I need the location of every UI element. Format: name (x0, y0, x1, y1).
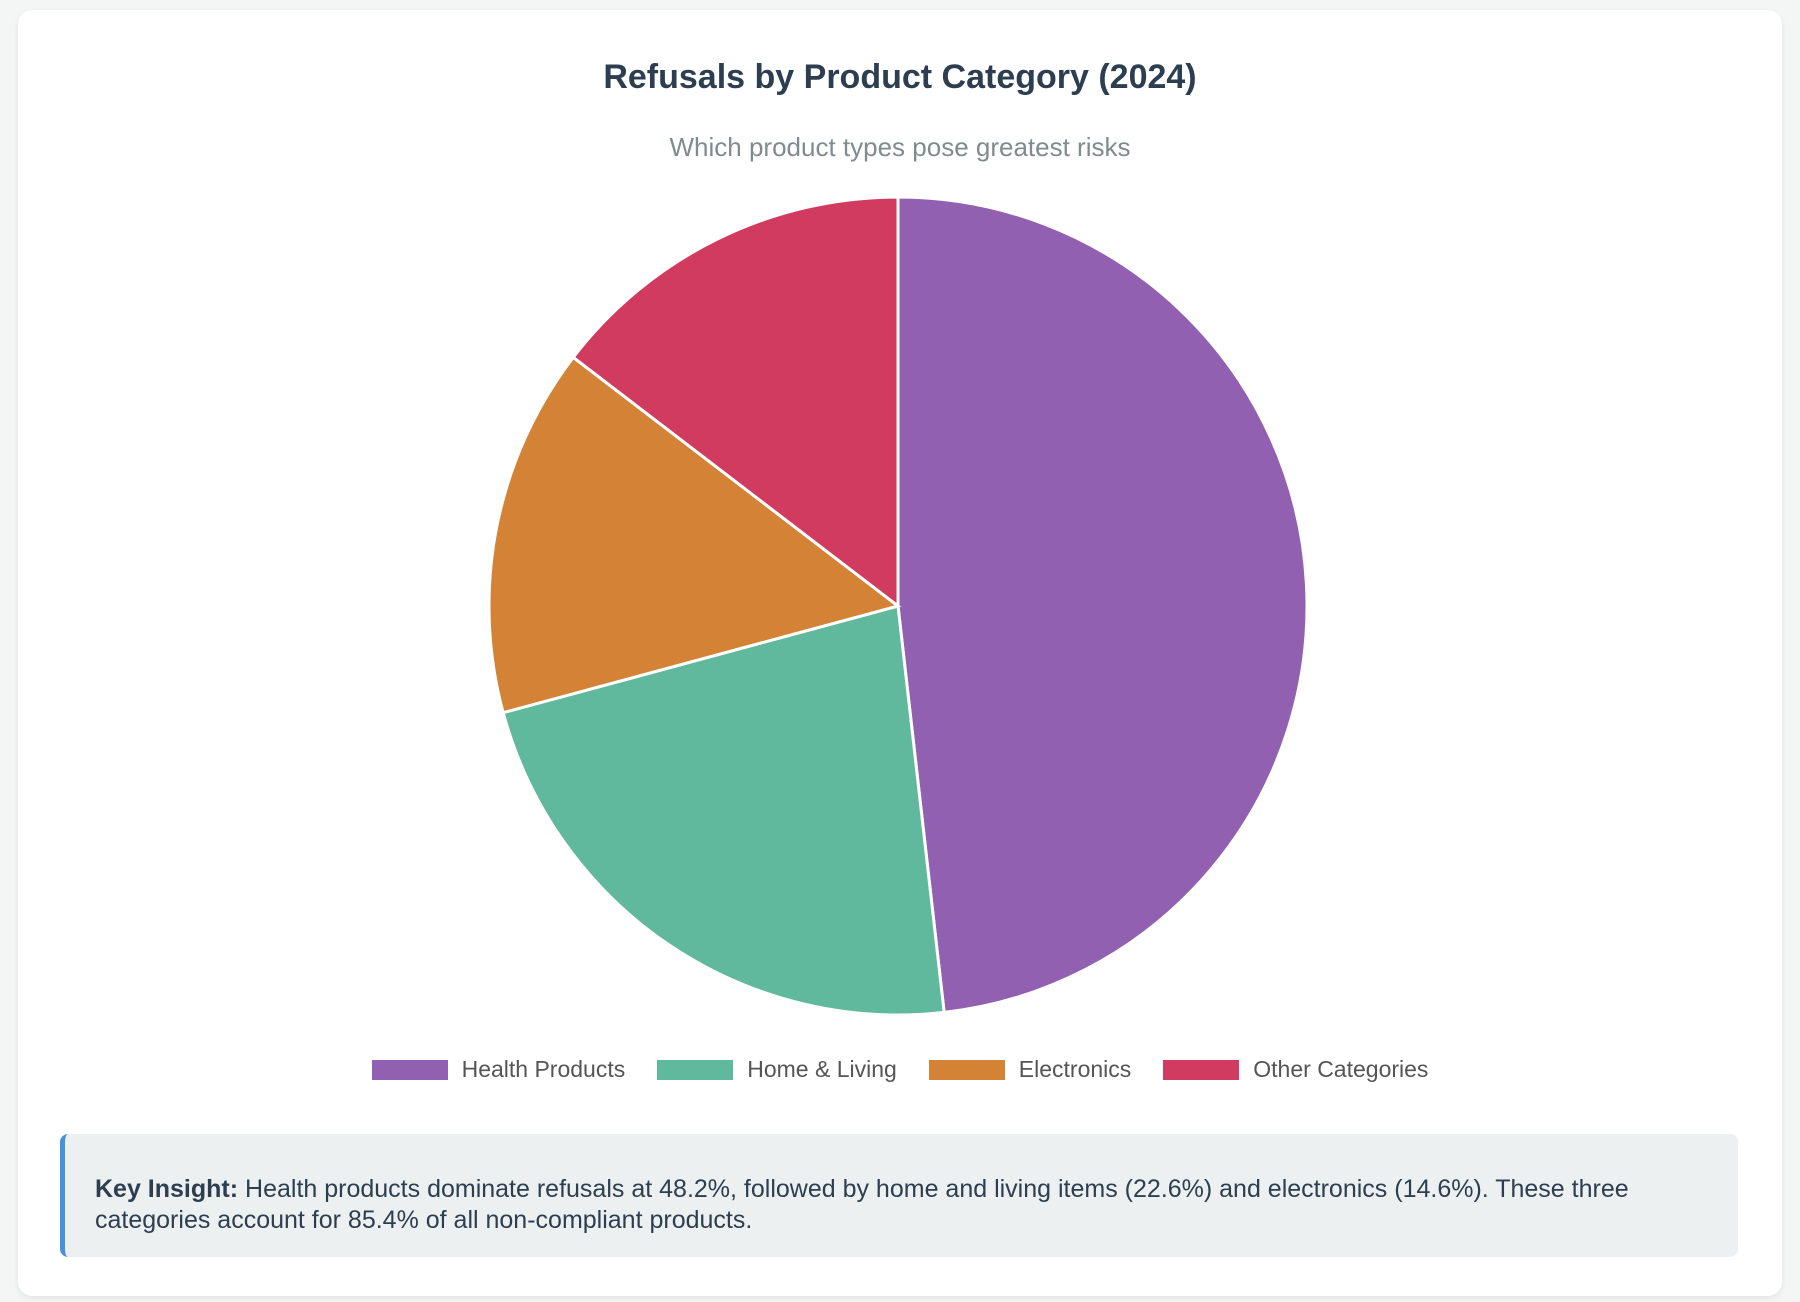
legend-swatch (1163, 1059, 1240, 1080)
pie-slice-other-categories[interactable] (571, 195, 900, 610)
pie-slice-electronics[interactable] (487, 355, 902, 715)
legend-item[interactable]: Other Categories (1163, 1056, 1428, 1083)
legend-label: Health Products (461, 1056, 626, 1082)
legend-label: Home & Living (747, 1056, 897, 1082)
legend-swatch (928, 1059, 1005, 1080)
chart-title: Refusals by Product Category (2024) (603, 58, 1197, 96)
legend-label: Other Categories (1253, 1056, 1429, 1082)
pie-chart (487, 195, 1309, 1017)
legend-swatch (371, 1059, 448, 1080)
insight-text: Health products dominate refusals at 48.… (95, 1175, 1629, 1234)
chart-legend: Health Products Home & Living Electronics O… (18, 1056, 1782, 1083)
pie-slice-home-living[interactable] (501, 604, 946, 1017)
chart-subtitle: Which product types pose greatest risks (669, 132, 1131, 162)
legend-swatch (657, 1059, 734, 1080)
legend-item[interactable]: Home & Living (657, 1056, 897, 1083)
insight-label: Key Insight: (95, 1175, 239, 1203)
pie-slice-health-products[interactable] (896, 195, 1309, 1015)
legend-item[interactable]: Electronics (928, 1056, 1132, 1083)
key-insight-box: Key Insight: Health products dominate re… (60, 1134, 1738, 1257)
chart-card: Refusals by Product Category (2024) Whic… (18, 10, 1782, 1296)
legend-item[interactable]: Health Products (371, 1056, 626, 1083)
legend-label: Electronics (1018, 1056, 1132, 1082)
